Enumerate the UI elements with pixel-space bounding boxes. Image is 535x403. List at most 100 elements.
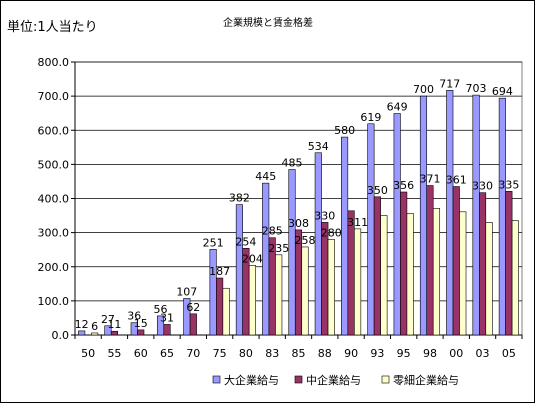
bar	[373, 196, 381, 336]
data-label: 717	[439, 77, 460, 90]
bar	[472, 94, 480, 336]
x-tick-label: 70	[186, 347, 200, 360]
data-label: 335	[498, 178, 519, 191]
y-tick-label: 500.0	[38, 158, 70, 171]
data-label: 700	[413, 83, 434, 96]
bar	[367, 123, 375, 336]
bar	[485, 222, 493, 336]
bar	[511, 220, 519, 336]
x-tick-label: 98	[423, 347, 437, 360]
y-tick-label: 100.0	[38, 295, 70, 308]
x-tick-label: 60	[134, 347, 148, 360]
x-tick-label: 90	[344, 347, 358, 360]
y-tick-label: 400.0	[38, 193, 70, 206]
data-label: 361	[446, 174, 467, 187]
data-label: 382	[229, 192, 250, 205]
data-label: 580	[334, 124, 355, 137]
legend-swatch	[212, 375, 221, 384]
data-label: 36	[127, 310, 141, 323]
y-tick-label: 0.0	[52, 329, 70, 342]
data-label: 445	[255, 170, 276, 183]
y-tick-label: 700.0	[38, 90, 70, 103]
x-tick-label: 65	[160, 347, 174, 360]
bar	[78, 330, 86, 336]
bar	[354, 228, 362, 336]
bar	[446, 90, 454, 336]
data-label: 308	[288, 217, 309, 230]
bar	[432, 208, 441, 336]
data-label: 204	[242, 252, 263, 265]
data-label: 27	[101, 313, 115, 326]
bar	[314, 152, 322, 336]
data-label: 694	[492, 85, 513, 98]
x-tick-label: 80	[239, 347, 253, 360]
bar	[137, 329, 145, 336]
bar	[498, 97, 506, 336]
bar	[406, 213, 414, 336]
x-tick-label: 00	[449, 347, 463, 360]
data-label: 280	[321, 226, 342, 239]
data-label: 187	[209, 265, 230, 278]
data-label: 235	[268, 242, 289, 255]
data-label: 330	[314, 209, 335, 222]
bar	[222, 287, 230, 336]
y-tick-label: 300.0	[38, 227, 70, 240]
data-label: 371	[419, 173, 440, 186]
data-label: 258	[295, 234, 316, 247]
x-tick-label: 93	[370, 347, 384, 360]
unit-label: 単位:1人当たり	[7, 19, 98, 35]
x-tick-label: 50	[81, 347, 95, 360]
bar	[301, 246, 309, 336]
bar	[235, 204, 243, 336]
data-label: 6	[91, 320, 98, 333]
x-tick-label: 75	[213, 347, 227, 360]
bar	[262, 182, 270, 336]
bar	[91, 332, 99, 336]
legend-label: 零細企業給与	[393, 373, 459, 387]
bar	[393, 113, 401, 336]
bar	[209, 249, 217, 336]
bar	[400, 191, 408, 336]
data-label: 619	[360, 111, 381, 124]
x-tick-label: 85	[292, 347, 306, 360]
bar	[505, 191, 513, 336]
data-label: 703	[466, 82, 487, 95]
bar	[452, 186, 460, 336]
bar	[419, 95, 428, 336]
x-tick-label: 55	[107, 347, 121, 360]
bar	[248, 265, 256, 336]
bar	[380, 215, 388, 336]
bar	[275, 254, 283, 336]
data-label: 251	[203, 236, 224, 249]
bar	[189, 313, 197, 336]
y-tick-label: 800.0	[38, 56, 70, 69]
x-tick-label: 88	[318, 347, 332, 360]
bar	[110, 330, 118, 336]
data-label: 311	[347, 216, 368, 229]
bar	[327, 239, 335, 336]
data-label: 12	[75, 318, 89, 331]
bar	[459, 211, 467, 336]
legend-swatch	[294, 375, 303, 384]
x-tick-label: 05	[502, 347, 516, 360]
bar	[130, 322, 138, 336]
data-label: 534	[308, 140, 329, 153]
bar	[163, 324, 171, 336]
data-label: 107	[176, 285, 197, 298]
chart-title: 企業規模と賃金格差	[223, 16, 313, 29]
bar	[341, 136, 349, 336]
data-label: 62	[186, 301, 200, 314]
x-tick-label: 95	[397, 347, 411, 360]
data-label: 31	[160, 311, 174, 324]
x-tick-label: 03	[476, 347, 490, 360]
data-label: 330	[472, 180, 493, 193]
x-tick-label: 83	[265, 347, 279, 360]
legend-label: 大企業給与	[224, 373, 279, 387]
y-tick-label: 600.0	[38, 124, 70, 137]
bar	[426, 185, 434, 336]
data-label: 350	[367, 184, 388, 197]
legend-swatch	[381, 375, 390, 384]
data-label: 285	[262, 225, 283, 238]
